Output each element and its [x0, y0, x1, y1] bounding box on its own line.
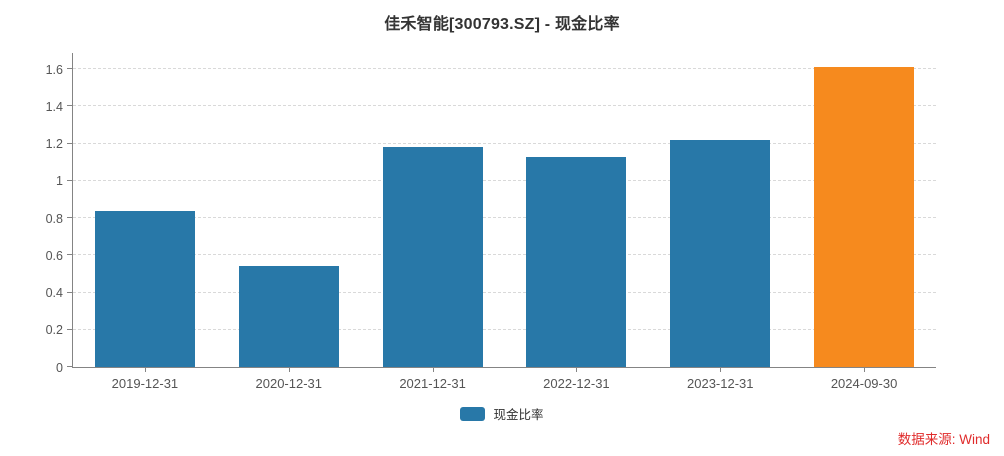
legend-label: 现金比率 — [493, 408, 544, 422]
y-axis-label: 0.6 — [45, 248, 63, 263]
y-axis-tick — [67, 142, 73, 144]
x-axis-label: 2022-12-31 — [543, 376, 610, 391]
y-gridline — [73, 179, 936, 181]
y-gridline — [73, 254, 936, 256]
bar-2023-12-31[interactable] — [670, 139, 771, 367]
x-axis-label: 2020-12-31 — [255, 376, 323, 391]
x-axis-tick — [864, 367, 866, 372]
x-axis-tick — [432, 367, 434, 372]
x-axis-tick — [720, 367, 722, 372]
y-gridline — [73, 68, 936, 69]
y-axis-tick — [67, 291, 73, 293]
bar-2020-12-31[interactable] — [238, 266, 339, 367]
y-gridline — [73, 217, 936, 218]
data-source-note: 数据来源: Wind — [897, 432, 990, 447]
y-axis-label: 0 — [56, 360, 63, 375]
x-axis-tick — [576, 367, 578, 372]
x-axis-label: 2021-12-31 — [399, 376, 466, 391]
y-axis-label: 1 — [56, 174, 63, 189]
y-axis-tick — [67, 179, 73, 181]
bar-2024-09-30[interactable] — [814, 67, 915, 367]
y-axis-label: 0.2 — [45, 323, 63, 338]
y-gridline — [73, 291, 936, 293]
y-gridline — [73, 142, 936, 144]
y-axis-tick — [67, 328, 73, 330]
plot-area: 0 0.2 0.4 0.6 0.8 1 1.2 1.4 1.6 2019-12-31 2020-12… — [46, 53, 936, 391]
bar-2021-12-31[interactable] — [382, 147, 483, 367]
y-gridline — [73, 328, 936, 330]
bar-2022-12-31[interactable] — [526, 156, 627, 367]
y-axis-label: 0.8 — [45, 211, 63, 226]
legend-swatch-icon — [460, 406, 486, 421]
x-axis-label: 2023-12-31 — [687, 376, 754, 391]
x-axis-tick — [144, 367, 146, 372]
legend[interactable]: 现金比率 — [0, 404, 1004, 423]
y-gridline — [73, 105, 936, 107]
y-axis-label: 0.4 — [45, 286, 63, 300]
y-axis-label: 1.6 — [45, 62, 63, 77]
x-axis-tick — [288, 367, 290, 372]
bar-2019-12-31[interactable] — [94, 210, 195, 367]
y-axis-tick — [67, 254, 73, 256]
y-axis-tick — [67, 217, 73, 218]
y-axis-tick — [67, 366, 73, 367]
y-axis-label: 1.2 — [45, 137, 63, 151]
y-axis-tick — [67, 68, 73, 69]
x-axis-label: 2024-09-30 — [830, 376, 898, 391]
y-axis-tick — [67, 105, 73, 107]
x-axis-label: 2019-12-31 — [111, 376, 179, 391]
chart-title: 佳禾智能[300793.SZ] - 现金比率 — [384, 16, 620, 33]
y-axis-label: 1.4 — [45, 99, 63, 114]
